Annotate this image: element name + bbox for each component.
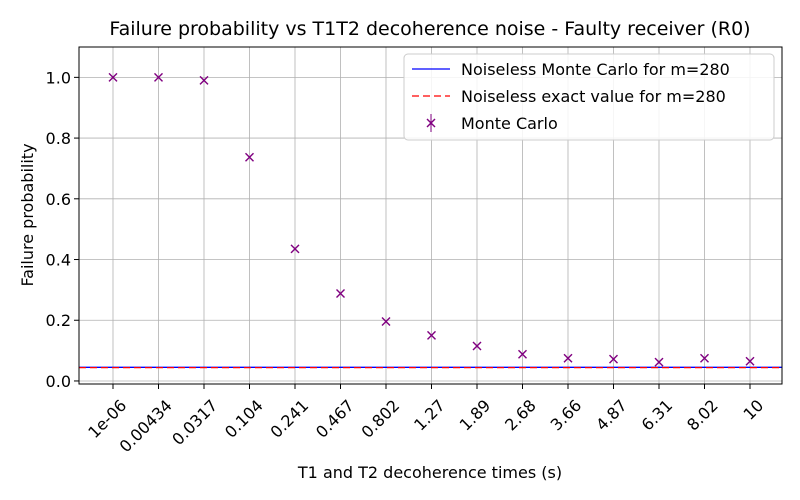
y-tick-label: 1.0 xyxy=(46,68,71,87)
monte-carlo-points xyxy=(108,72,755,367)
data-point xyxy=(336,289,345,299)
data-point xyxy=(654,357,664,367)
legend-label: Noiseless exact value for m=280 xyxy=(461,87,726,106)
legend-box xyxy=(403,53,775,141)
data-point xyxy=(154,72,163,82)
x-axis-label: T1 and T2 decoherence times (s) xyxy=(297,463,562,482)
data-point xyxy=(381,316,391,326)
data-point xyxy=(518,349,527,359)
y-tick-label: 0.4 xyxy=(46,251,71,270)
chart-title: Failure probability vs T1T2 decoherence … xyxy=(109,18,750,40)
data-point xyxy=(245,152,254,162)
y-axis: 0.0 0.2 0.4 0.6 0.8 1.0 xyxy=(46,68,79,391)
data-point xyxy=(609,354,618,364)
plot-frame xyxy=(78,46,783,385)
data-point xyxy=(745,356,755,366)
data-point xyxy=(472,341,482,351)
legend-entry: Monte Carlo xyxy=(426,114,558,133)
legend-entry: Noiseless exact value for m=280 xyxy=(412,87,726,106)
legend-label: Monte Carlo xyxy=(461,114,558,133)
legend-label: Noiseless Monte Carlo for m=280 xyxy=(461,60,730,79)
data-point xyxy=(290,244,300,254)
legend: Noiseless Monte Carlo for m=280 Noiseless… xyxy=(403,53,775,141)
data-point xyxy=(108,72,118,82)
y-tick-label: 0.8 xyxy=(46,129,71,148)
data-point xyxy=(427,330,436,340)
y-tick-label: 0.2 xyxy=(46,311,71,330)
legend-entry: Noiseless Monte Carlo for m=280 xyxy=(412,60,730,79)
legend-swatch xyxy=(426,114,436,132)
y-axis-label: Failure probability xyxy=(18,143,37,286)
data-point xyxy=(563,353,573,363)
data-point xyxy=(199,75,209,85)
y-tick-label: 0.0 xyxy=(46,372,71,391)
data-point xyxy=(700,353,709,363)
y-tick-label: 0.6 xyxy=(46,190,71,209)
